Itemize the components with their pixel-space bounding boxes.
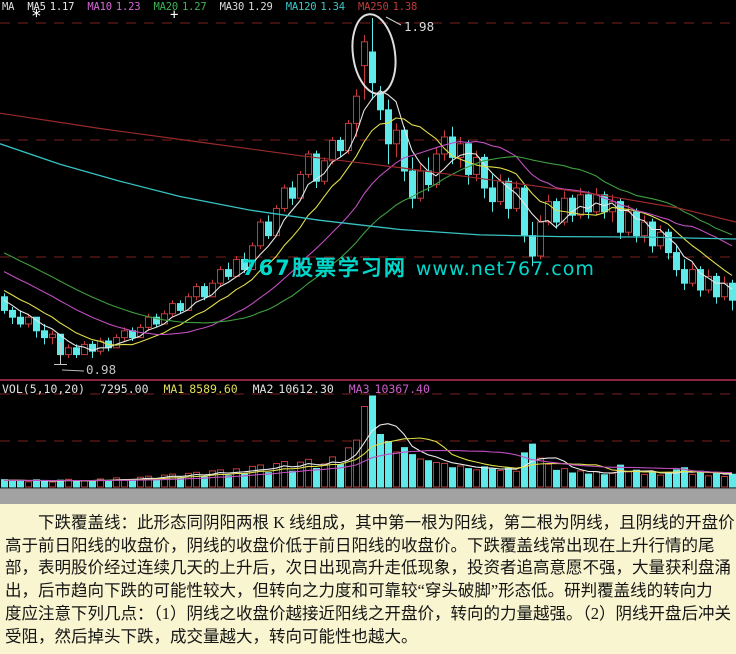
annotations: 1.98 0.98 * + (31, 6, 434, 377)
description-line: 度应注意下列几点：（1）阴线之收盘价越接近阳线之开盘价，转向的力量越强。（2）阴… (5, 603, 731, 623)
cursor-star-marker: * (31, 6, 42, 27)
description-line: 部，表明股价经过连续几天的上升后，次日出现高升走低现象，投资者追高意愿不强，大量… (5, 558, 731, 578)
low-label-leader-line (61, 369, 85, 372)
pattern-description-panel: 下跌覆盖线：此形态同阴阳两根 K 线组成，其中第一根为阳线，第二根为阴线，且阴线… (0, 504, 736, 654)
volume-ma3-readout: MA3 10367.40 (348, 382, 430, 396)
peak-price-label: 1.98 (404, 19, 434, 34)
ma250-readout: MA250 1.38 (357, 1, 418, 13)
description-line: 下跌覆盖线：此形态同阴阳两根 K 线组成，其中第一根为阳线，第二根为阴线，且阴线… (38, 513, 735, 532)
volume-indicator-header: VOL(5,10,20) 7295.00 MA1 8589.60 MA2 10612… (2, 382, 438, 396)
peak-label-leader-line (385, 16, 402, 26)
site-watermark: 767股票学习网 www.net767.com (242, 252, 595, 282)
low-price-label: 0.98 (86, 362, 116, 377)
volume-current-value: 7295.00 (100, 382, 149, 396)
candlesticks (1, 18, 736, 362)
kline-chart: 1.98 0.98 * + (0, 6, 736, 504)
ma5-readout: MA5 1.17 (27, 1, 75, 13)
description-line: 出，后市趋向下跌的可能性较大，但转向之力度和可靠较“穿头破脚”形态低。研判覆盖线… (5, 581, 713, 601)
description-line: 受阻，然后掉头下跌，成交量越大，转向可能性也越大。 (5, 626, 418, 646)
ma120-readout: MA120 1.34 (285, 1, 345, 13)
ma30-readout: MA30 1.29 (219, 1, 273, 13)
volume-ma1-readout: MA1 8589.60 (163, 382, 238, 396)
moving-average-lines (0, 90, 736, 482)
ma-indicator-header: MA MA5 1.17 MA10 1.23 MA20 1.27 MA30 1.29 MA… (2, 1, 424, 13)
volume-ma2-readout: MA2 10612.30 (252, 382, 334, 396)
ma-header-prefix: MA (2, 1, 15, 13)
ma10-readout: MA10 1.23 (87, 1, 141, 13)
cursor-cross-marker: + (170, 7, 178, 23)
volume-label: VOL(5,10,20) (2, 382, 86, 396)
peak-highlight-ellipse (351, 13, 397, 95)
watermark-site-url: www.net767.com (415, 258, 595, 280)
watermark-site-name: 767股票学习网 (242, 256, 407, 280)
description-line: 高于前日阳线的收盘价，阴线的收盘价低于前日阳线的收盘价。下跌覆盖线常出现在上升行… (5, 535, 715, 555)
ma20-readout: MA20 1.27 (153, 1, 207, 13)
grid-lines (0, 22, 736, 504)
volume-bars (1, 395, 736, 488)
